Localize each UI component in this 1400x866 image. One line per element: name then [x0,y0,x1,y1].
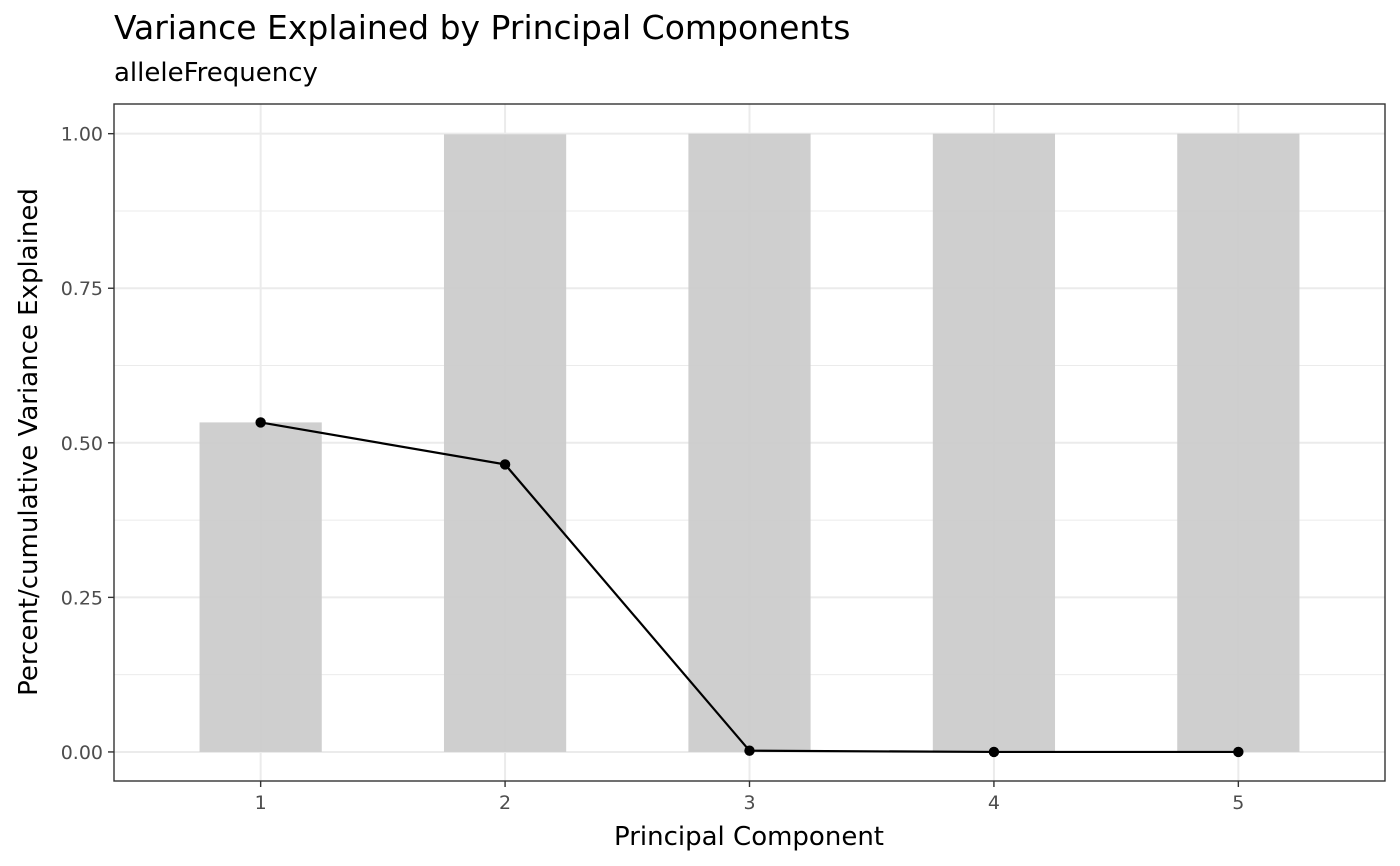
chart-title: Variance Explained by Principal Componen… [114,8,851,47]
x-tick-label: 1 [255,792,267,814]
bar-layer [199,133,1300,752]
axis-layer: 0.00 0.25 0.50 0.75 1.00 1 2 3 4 5 [61,124,1245,814]
y-tick-label: 0.25 [61,587,103,609]
x-tick-label: 5 [1232,792,1244,814]
x-tick-label: 4 [988,792,1000,814]
y-tick-label: 0.50 [61,433,103,455]
point-1 [255,417,266,428]
bar-4 [932,133,1056,752]
point-4 [988,746,1000,758]
x-axis-title: Principal Component [614,822,884,852]
x-tick-label: 3 [743,792,755,814]
y-tick-label: 0.00 [61,742,103,764]
chart-subtitle: alleleFrequency [114,58,318,88]
point-3 [744,745,755,756]
x-tick-label: 2 [499,792,511,814]
bar-1 [199,422,322,752]
y-axis-title: Percent/cumulative Variance Explained [14,188,44,696]
line-layer [255,417,1244,758]
y-tick-label: 0.75 [61,278,103,300]
bar-3 [688,133,811,752]
point-2 [499,459,511,470]
bar-5 [1177,133,1300,752]
y-tick-label: 1.00 [61,124,103,146]
bar-2 [443,134,567,752]
point-5 [1233,746,1244,758]
